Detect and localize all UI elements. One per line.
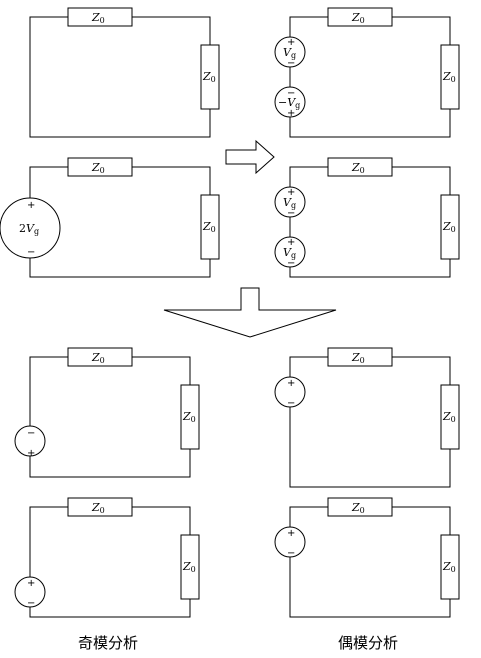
load-impedance-label: Z0 (442, 410, 456, 424)
circuit-h: Z0 Z0 + − (274, 497, 460, 618)
source-label: Vg (283, 196, 296, 210)
circuit-d: Z0 Z0 + Vg − + Vg − (274, 157, 460, 278)
series-impedance (327, 497, 393, 517)
circuit-e: Z0 Z0 − + (14, 347, 200, 478)
series-impedance-label: Z0 (351, 161, 365, 175)
voltage-source (274, 186, 306, 218)
voltage-source (14, 576, 46, 608)
series-impedance-label: Z0 (351, 351, 365, 365)
minus-sign: − (287, 208, 295, 219)
circuit-b: Z0 Z0 + Vg − − −Vg + (274, 7, 460, 138)
plus-sign: + (287, 108, 295, 119)
circuit-g: Z0 Z0 + − (14, 497, 200, 618)
load-impedance (180, 534, 200, 600)
minus-sign: − (287, 398, 295, 409)
load-impedance-label: Z0 (202, 70, 216, 84)
load-impedance-label: Z0 (202, 220, 216, 234)
load-impedance (200, 194, 220, 260)
source-label: 2Vg (19, 222, 39, 236)
series-impedance-label: Z0 (91, 351, 105, 365)
plus-sign: + (287, 187, 295, 198)
source-label: Vg (283, 246, 296, 260)
right-arrow-icon (225, 139, 275, 175)
load-impedance-label: Z0 (442, 560, 456, 574)
minus-sign: − (287, 548, 295, 559)
circuit-c: Z0 Z0 + 2Vg − (0, 157, 220, 278)
voltage-source (274, 236, 306, 268)
plus-sign: + (27, 200, 35, 211)
voltage-source (274, 526, 306, 558)
plus-sign: + (287, 237, 295, 248)
plus-sign: + (287, 528, 295, 539)
load-impedance-label: Z0 (182, 560, 196, 574)
load-impedance-label: Z0 (182, 410, 196, 424)
series-impedance-label: Z0 (91, 11, 105, 25)
minus-sign: − (27, 428, 35, 439)
caption-even-mode: 偶模分析 (338, 634, 398, 652)
load-impedance (440, 534, 460, 600)
series-impedance-label: Z0 (91, 501, 105, 515)
series-impedance (67, 157, 133, 177)
minus-sign: − (287, 88, 295, 99)
minus-sign: − (27, 598, 35, 609)
series-impedance (327, 347, 393, 367)
series-impedance-label: Z0 (351, 11, 365, 25)
caption-odd-mode: 奇模分析 (78, 634, 138, 652)
series-impedance (67, 7, 133, 27)
source-label: Vg (283, 46, 296, 60)
series-impedance-label: Z0 (351, 501, 365, 515)
load-impedance-label: Z0 (442, 220, 456, 234)
plus-sign: + (27, 578, 35, 589)
series-impedance (67, 347, 133, 367)
circuit-a: Z0 Z0 (29, 7, 220, 138)
plus-sign: + (27, 448, 35, 459)
voltage-source (274, 36, 306, 68)
circuit-f: Z0 Z0 + − (274, 347, 460, 488)
series-impedance (327, 157, 393, 177)
load-impedance (440, 44, 460, 110)
series-impedance-label: Z0 (91, 161, 105, 175)
down-arrow-icon (163, 287, 337, 338)
load-impedance (440, 384, 460, 450)
plus-sign: + (287, 37, 295, 48)
load-impedance-label: Z0 (442, 70, 456, 84)
source-label: −Vg (278, 96, 300, 110)
voltage-source (14, 425, 46, 457)
voltage-source (0, 197, 61, 259)
load-impedance (200, 44, 220, 110)
series-impedance (327, 7, 393, 27)
plus-sign: + (287, 378, 295, 389)
series-impedance (67, 497, 133, 517)
load-impedance (440, 194, 460, 260)
voltage-source (274, 376, 306, 408)
load-impedance (180, 384, 200, 450)
voltage-source (274, 86, 306, 118)
minus-sign: − (287, 58, 295, 69)
minus-sign: − (27, 247, 35, 258)
minus-sign: − (287, 258, 295, 269)
